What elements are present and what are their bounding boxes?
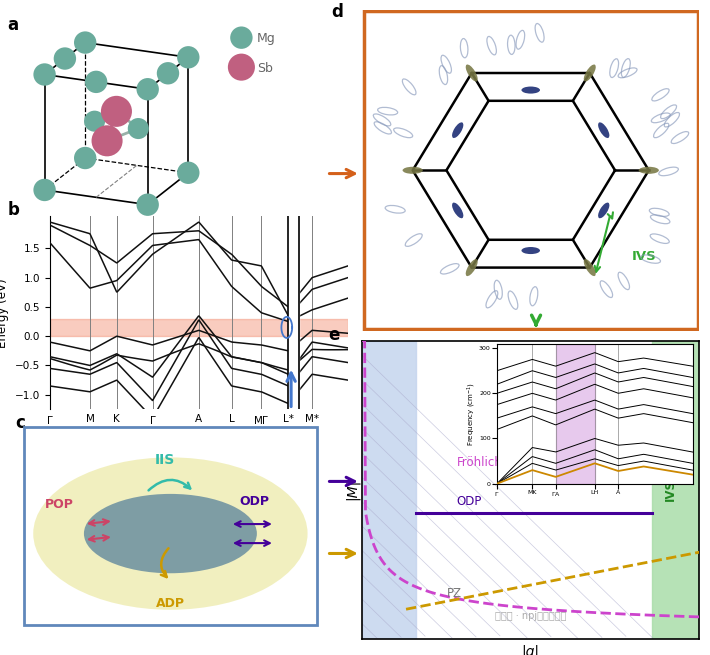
Ellipse shape <box>598 202 609 218</box>
Ellipse shape <box>639 167 659 174</box>
Text: PZ: PZ <box>447 587 462 600</box>
Point <box>59 53 70 64</box>
Ellipse shape <box>584 64 596 81</box>
Ellipse shape <box>84 494 257 573</box>
X-axis label: |q|: |q| <box>522 644 540 655</box>
FancyBboxPatch shape <box>364 11 698 329</box>
Text: ADP: ADP <box>156 597 185 610</box>
Point <box>236 62 247 73</box>
Y-axis label: |M|: |M| <box>345 479 359 500</box>
Text: IVS: IVS <box>664 479 677 500</box>
Bar <box>288 216 299 409</box>
Point <box>90 77 102 87</box>
Text: d: d <box>332 3 344 22</box>
Text: 公众号 · npj计算材料学: 公众号 · npj计算材料学 <box>495 610 567 621</box>
Point <box>163 68 174 79</box>
Point <box>80 37 91 48</box>
Ellipse shape <box>521 247 540 254</box>
Text: Sb: Sb <box>257 62 273 75</box>
Text: ODP: ODP <box>239 495 269 508</box>
Point <box>102 136 113 146</box>
Text: a: a <box>7 16 18 33</box>
Text: Fröhlich: Fröhlich <box>457 456 502 469</box>
Point <box>39 185 50 195</box>
Bar <box>50 318 348 336</box>
Point <box>182 168 194 178</box>
Ellipse shape <box>452 122 464 138</box>
Point <box>39 69 50 80</box>
Ellipse shape <box>598 122 609 138</box>
Point <box>142 84 153 94</box>
Text: POP: POP <box>45 498 74 511</box>
Bar <box>362 341 416 639</box>
Text: e: e <box>328 326 340 344</box>
Ellipse shape <box>521 86 540 94</box>
Text: b: b <box>8 200 20 219</box>
Point <box>89 116 100 126</box>
Point <box>142 199 153 210</box>
Point <box>236 32 247 43</box>
Ellipse shape <box>403 167 423 174</box>
Ellipse shape <box>33 457 307 610</box>
Bar <box>652 341 699 639</box>
Text: IVS: IVS <box>632 250 657 263</box>
Point <box>80 153 91 163</box>
Ellipse shape <box>466 64 478 81</box>
Text: IIS: IIS <box>154 453 175 467</box>
Text: c: c <box>16 414 26 432</box>
Text: Mg: Mg <box>257 32 275 45</box>
Ellipse shape <box>584 259 596 276</box>
Text: ODP: ODP <box>457 495 482 508</box>
Ellipse shape <box>452 202 464 218</box>
Point <box>133 123 144 134</box>
Y-axis label: Energy (eV): Energy (eV) <box>0 278 9 348</box>
Point <box>111 106 122 117</box>
Ellipse shape <box>466 259 478 276</box>
Point <box>182 52 194 63</box>
